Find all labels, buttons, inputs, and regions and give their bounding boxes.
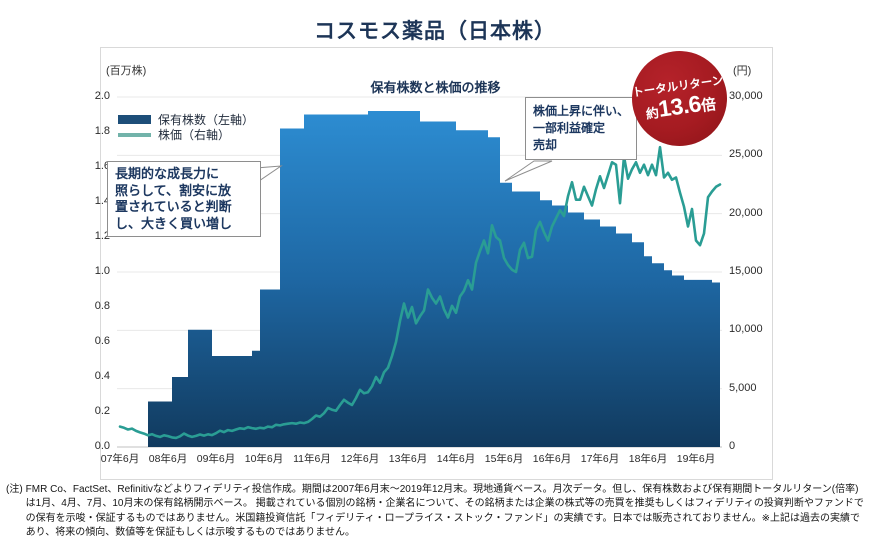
x-tick-label: 09年6月 <box>196 453 236 465</box>
legend-label-holdings: 保有株数（左軸） <box>158 113 255 127</box>
y-right-tick-label: 0 <box>729 440 736 452</box>
y-right-tick-label: 30,000 <box>729 90 763 102</box>
x-tick-label: 08年6月 <box>148 453 188 465</box>
y-right-tick-label: 10,000 <box>729 323 763 336</box>
callout-sell-note: 株価上昇に伴い、 一部利益確定 売却 <box>525 97 637 160</box>
y-right-tick-label: 20,000 <box>729 206 763 219</box>
callout-buy-line: し、大きく買い増し <box>115 215 233 231</box>
y-left-tick-label: 0.0 <box>94 440 110 452</box>
x-tick-label: 13年6月 <box>388 453 428 465</box>
left-axis-unit: (百万株) <box>106 65 147 77</box>
footnote: (注) FMR Co、FactSet、Refinitivなどよりフィデリティ投信… <box>6 483 864 541</box>
x-tick-label: 19年6月 <box>676 453 716 465</box>
x-tick-label: 12年6月 <box>340 453 380 465</box>
x-tick-label: 11年6月 <box>293 453 331 465</box>
legend: 保有株数（左軸） 株価（右軸） <box>118 112 254 142</box>
callout-sell-line: 一部利益確定 <box>533 121 606 135</box>
badge-suffix: 倍 <box>699 95 718 115</box>
x-tick-label: 10年6月 <box>244 453 284 465</box>
y-right-tick-label: 5,000 <box>729 381 757 394</box>
y-left-tick-label: 0.4 <box>94 370 110 382</box>
y-right-tick-label: 25,000 <box>729 148 763 161</box>
callout-sell-line: 株価上昇に伴い、 <box>533 104 630 118</box>
x-tick-label: 17年6月 <box>580 453 620 465</box>
callout-sell-line: 売却 <box>533 138 558 152</box>
right-axis-unit: (円) <box>733 65 752 77</box>
x-tick-label: 07年6月 <box>100 453 140 465</box>
callout-buy-line: 長期的な成長力に <box>115 166 220 181</box>
holdings-swatch-icon <box>118 115 151 124</box>
x-tick-label: 14年6月 <box>436 453 476 465</box>
legend-label-price: 株価（右軸） <box>158 128 231 142</box>
y-left-tick-label: 1.8 <box>94 125 110 137</box>
page-title: コスモス薬品（日本株） <box>314 20 556 43</box>
x-tick-label: 16年6月 <box>532 453 572 465</box>
badge-number: 13.6 <box>656 89 703 122</box>
legend-item-holdings: 保有株数（左軸） <box>118 112 254 127</box>
x-tick-label: 18年6月 <box>628 453 668 465</box>
x-tick-label: 15年6月 <box>484 453 524 465</box>
y-right-tick-label: 15,000 <box>729 265 763 277</box>
y-left-tick-label: 1.4 <box>94 195 110 207</box>
callout-buy-line: 置されていると判断 <box>115 199 232 214</box>
chart-subtitle: 保有株数と株価の推移 <box>370 80 501 95</box>
callout-buy-line: 照らして、割安に放 <box>115 182 231 198</box>
y-left-tick-label: 2.0 <box>94 90 110 102</box>
legend-item-price: 株価（右軸） <box>118 127 254 142</box>
y-left-tick-label: 1.0 <box>94 265 110 277</box>
footnote-label: (注) <box>6 484 23 495</box>
y-left-tick-label: 1.2 <box>94 230 110 242</box>
callout-buy-note: 長期的な成長力に 照らして、割安に放 置されていると判断 し、大きく買い増し <box>107 161 261 237</box>
price-swatch-icon <box>118 132 151 137</box>
y-left-tick-label: 0.2 <box>94 405 110 417</box>
y-left-tick-label: 0.6 <box>94 335 110 347</box>
y-left-tick-label: 0.8 <box>94 300 110 312</box>
y-left-tick-label: 1.6 <box>94 160 110 172</box>
footnote-text: FMR Co、FactSet、Refinitivなどよりフィデリティ投信作成。期… <box>25 484 864 539</box>
